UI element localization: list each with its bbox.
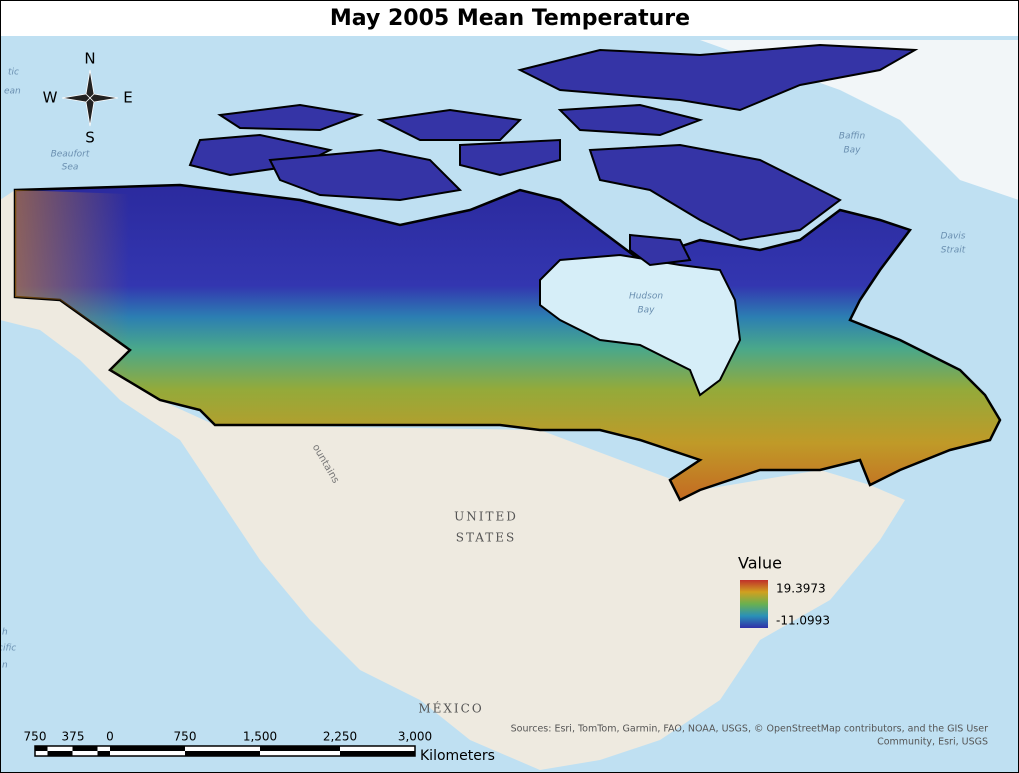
place-label: Sea — [62, 163, 79, 173]
scale-segment — [47, 751, 60, 756]
scale-label: 1,500 — [243, 730, 277, 744]
legend-title: Value — [738, 554, 782, 573]
scale-label: 3,000 — [398, 730, 432, 744]
scale-segment — [260, 746, 340, 751]
legend-low: -11.0993 — [776, 614, 830, 628]
place-label: Bay — [843, 146, 861, 156]
place-label: tic — [8, 68, 19, 78]
scale-label: 750 — [174, 730, 197, 744]
scale-bar: 750 375 0 750 1,500 2,250 3,000 — [24, 730, 432, 757]
place-label: Bay — [637, 306, 655, 316]
scale-label: 2,250 — [323, 730, 357, 744]
scale-unit: Kilometers — [420, 748, 495, 764]
greenland — [700, 40, 1019, 200]
warm-west — [15, 190, 300, 425]
place-label: n — [2, 661, 8, 671]
arctic-islands — [188, 43, 919, 267]
land — [0, 190, 905, 770]
scale-segment — [35, 746, 48, 751]
place-label: Strait — [941, 246, 966, 256]
compass-s: S — [85, 129, 95, 147]
place-label: UNITED — [454, 510, 518, 524]
sources: Sources: Esri, TomTom, Garmin, FAO, NOAA… — [511, 724, 988, 735]
place-label: Baffin — [839, 132, 866, 142]
compass-e: E — [123, 89, 132, 107]
place-label: Hudson — [629, 292, 663, 302]
scale-segment — [340, 751, 415, 756]
title-bar — [0, 0, 1019, 36]
compass-n: N — [84, 50, 95, 68]
scale-label: 375 — [62, 730, 85, 744]
place-label: cific — [0, 644, 16, 654]
scale-segment — [60, 751, 73, 756]
compass: N E S W — [43, 50, 133, 147]
title: May 2005 Mean Temperature — [330, 6, 690, 31]
place-label: Beaufort — [51, 150, 90, 160]
place-label: MÉXICO — [418, 701, 483, 716]
sources: Community, Esri, USGS — [877, 737, 988, 748]
scale-label: 750 — [24, 730, 47, 744]
scale-segment — [97, 751, 110, 756]
place-label: ean — [4, 87, 21, 97]
place-label: h — [2, 628, 8, 638]
scale-segment — [85, 746, 98, 751]
place-label: Davis — [941, 232, 966, 242]
legend-high: 19.3973 — [776, 582, 826, 596]
scale-segment — [185, 751, 260, 756]
legend: Value 19.3973 -11.0993 — [738, 554, 830, 628]
scale-segment — [72, 746, 85, 751]
scale-label: 0 — [106, 730, 114, 744]
legend-ramp — [740, 580, 768, 628]
compass-w: W — [43, 89, 58, 107]
scale-segment — [110, 746, 185, 751]
place-label: STATES — [456, 531, 517, 545]
